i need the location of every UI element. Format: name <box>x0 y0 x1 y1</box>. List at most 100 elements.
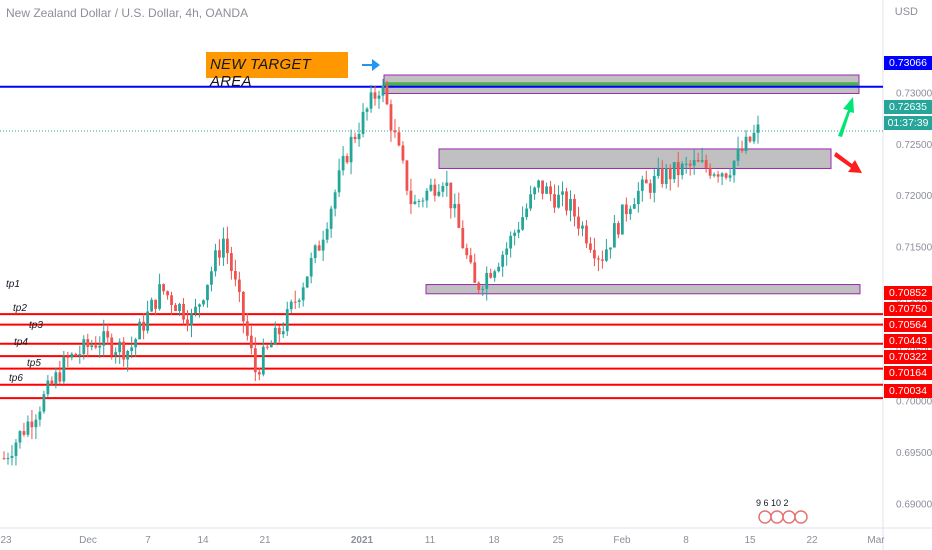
candle-body <box>245 321 249 336</box>
candle-body <box>58 372 62 382</box>
candle-body <box>202 300 205 305</box>
candle-body <box>393 130 397 133</box>
candle-body <box>186 319 189 326</box>
candle-body <box>684 163 688 165</box>
up-arrow-icon <box>838 97 854 137</box>
candle-body <box>517 229 521 233</box>
x-tick-label: 14 <box>197 535 209 546</box>
tp4-price-tag: 0.70443 <box>884 334 932 348</box>
candle-body <box>166 291 169 296</box>
y-tick-label: 0.70000 <box>896 397 932 408</box>
candle-body <box>277 327 281 335</box>
candle-body <box>273 327 277 345</box>
candle-body <box>130 347 134 351</box>
candle-body <box>429 184 433 191</box>
candle-body <box>545 186 548 194</box>
candle-body <box>521 217 525 230</box>
events-flags[interactable]: 9 6 10 2 <box>756 498 789 508</box>
candle-body <box>720 173 724 177</box>
candle-body <box>589 243 592 250</box>
candle-body <box>241 291 245 322</box>
candle-body <box>457 203 461 228</box>
candle-body <box>728 175 732 178</box>
candle-body <box>469 255 473 263</box>
tp5-label: tp5 <box>27 358 41 369</box>
x-tick-label: Dec <box>79 535 97 546</box>
candle-body <box>445 182 449 186</box>
candle-body <box>86 339 90 347</box>
candle-body <box>581 225 584 229</box>
candle-body <box>126 350 130 360</box>
candle-body <box>636 190 640 205</box>
candle-body <box>744 136 748 152</box>
candle-body <box>417 200 421 202</box>
candle-body <box>565 191 568 211</box>
chart-title: New Zealand Dollar / U.S. Dollar, 4h, OA… <box>6 6 249 20</box>
candle-body <box>281 331 285 335</box>
tp6-label: tp6 <box>9 373 23 384</box>
candle-body <box>146 311 150 331</box>
candle-body <box>34 419 38 428</box>
zone-resistance <box>438 148 832 169</box>
candle-body <box>441 185 445 192</box>
candle-body <box>10 455 14 459</box>
candle-body <box>98 345 102 348</box>
candle-body <box>573 198 576 217</box>
candle-body <box>289 301 293 310</box>
candle-body <box>664 168 668 184</box>
y-tick-label: 0.73000 <box>896 88 932 99</box>
candle-body <box>473 262 477 283</box>
candle-body <box>18 431 22 443</box>
candle-body <box>78 354 82 356</box>
candle-body <box>676 162 680 176</box>
candle-body <box>114 352 118 356</box>
candle-body <box>577 216 580 229</box>
x-tick-label: 21 <box>259 535 271 546</box>
candle-body <box>688 163 692 166</box>
candle-body <box>401 145 405 161</box>
candle-body <box>341 155 345 171</box>
candle-body <box>369 92 373 109</box>
candle-body <box>333 192 337 209</box>
candle-body <box>297 300 301 302</box>
candle-body <box>357 133 361 140</box>
candle-body <box>433 184 437 196</box>
candle-body <box>553 194 556 208</box>
candle-body <box>537 180 540 188</box>
candle-body <box>106 331 110 338</box>
candle-body <box>329 208 333 229</box>
event-flag-icon <box>770 510 784 524</box>
candle-body <box>608 247 612 250</box>
candle-body <box>269 344 273 348</box>
event-flag-icon <box>782 510 796 524</box>
candle-body <box>42 394 46 412</box>
candle-body <box>94 345 98 348</box>
candle-body <box>174 305 177 312</box>
candle-body <box>353 136 357 140</box>
candle-body <box>2 458 6 460</box>
candle-body <box>102 331 106 346</box>
candle-body <box>222 238 225 258</box>
candle-body <box>30 421 34 428</box>
candle-body <box>206 284 209 301</box>
candle-body <box>321 239 325 251</box>
candle-body <box>644 179 648 184</box>
candle-body <box>696 160 700 162</box>
candle-body <box>6 458 10 460</box>
candle-body <box>541 180 544 194</box>
candle-body <box>509 235 513 249</box>
x-tick-label: Feb <box>613 535 631 546</box>
candle-body <box>561 191 564 195</box>
candle-body <box>229 253 233 271</box>
candle-body <box>170 295 173 306</box>
candle-body <box>158 284 161 309</box>
tp6-price-tag: 0.70164 <box>884 366 932 380</box>
x-tick-label: 18 <box>488 535 500 546</box>
x-tick-label: Mar <box>867 535 885 546</box>
candle-body <box>585 225 588 244</box>
candle-body <box>265 346 269 348</box>
candle-body <box>672 162 676 180</box>
candle-body <box>365 108 369 112</box>
candle-body <box>249 335 253 349</box>
